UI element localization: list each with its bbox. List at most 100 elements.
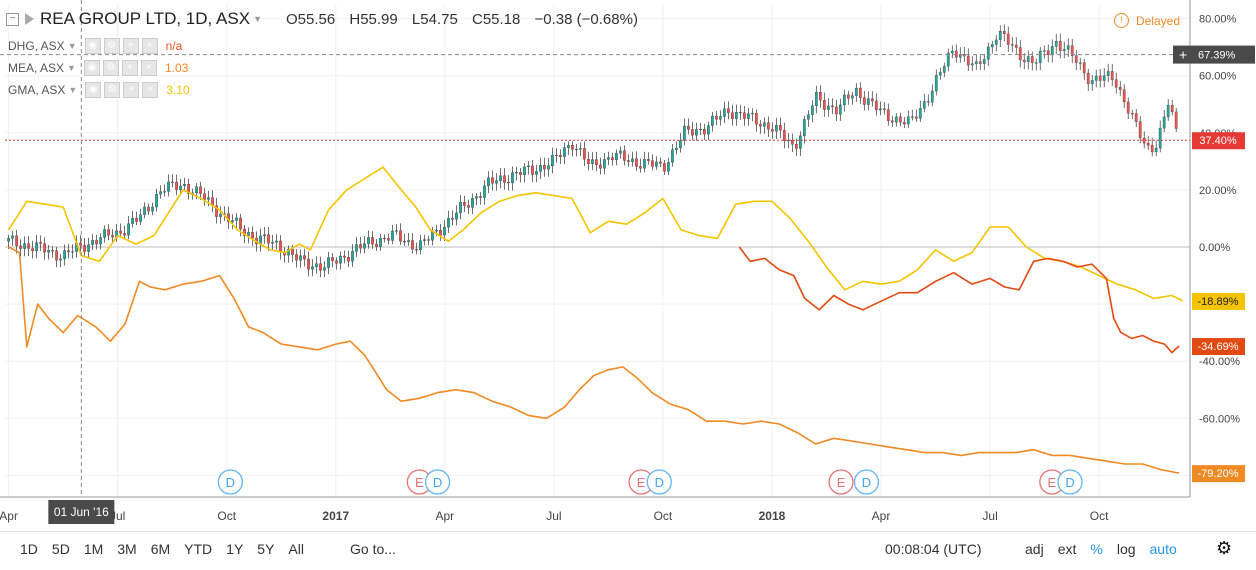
candle-body <box>922 101 926 109</box>
compare-symbol[interactable]: MEA, ASX <box>8 61 65 75</box>
candle-body <box>575 148 578 151</box>
candle-body <box>419 240 422 251</box>
candle-body <box>814 92 818 107</box>
ext-toggle[interactable]: ext <box>1057 541 1077 557</box>
low-value: L54.75 <box>411 10 458 28</box>
eye-icon[interactable]: ◉ <box>85 82 102 98</box>
plus-icon[interactable]: + <box>122 38 139 54</box>
candle-body <box>79 242 82 246</box>
settings-icon[interactable]: ⚙ <box>102 60 119 76</box>
high-value: H55.99 <box>349 10 398 28</box>
range-1d[interactable]: 1D <box>20 541 38 557</box>
percent-toggle[interactable]: % <box>1090 541 1103 557</box>
candle-body <box>323 267 326 271</box>
goto-button[interactable]: Go to... <box>350 541 396 557</box>
plus-icon[interactable]: + <box>123 82 140 98</box>
candle-body <box>866 98 870 105</box>
candle-body <box>647 159 650 161</box>
candle-body <box>599 164 602 169</box>
settings-icon[interactable]: ⚙ <box>103 38 120 54</box>
compare-legend-1[interactable]: MEA, ASX ▼ ◉ ⚙ + × 1.03 <box>8 60 188 76</box>
candle-body <box>758 124 762 127</box>
candle-body <box>699 128 702 131</box>
candle-body <box>687 125 690 130</box>
candle-body <box>1106 71 1110 76</box>
candle-body <box>894 116 898 123</box>
candle-body <box>491 177 494 184</box>
range-1y[interactable]: 1Y <box>226 541 244 557</box>
range-6m[interactable]: 6M <box>150 541 171 557</box>
range-all[interactable]: All <box>288 541 304 557</box>
symbol-title[interactable]: REA GROUP LTD, 1D, ASX <box>40 9 251 28</box>
candle-body <box>247 232 250 236</box>
candle-body <box>495 180 498 184</box>
series-line-dhg <box>738 246 1180 354</box>
close-icon[interactable]: × <box>141 38 158 54</box>
candle-body <box>974 61 978 64</box>
candle-body <box>215 205 218 217</box>
collapse-icon[interactable]: − <box>6 12 19 26</box>
compare-symbol[interactable]: GMA, ASX <box>8 83 66 97</box>
candle-body <box>754 112 758 125</box>
x-tick-label: Jul <box>982 509 997 523</box>
crosshair-price-label: 67.39% <box>1198 50 1236 62</box>
candle-body <box>551 154 554 167</box>
candle-body <box>83 245 86 252</box>
candle-body <box>1006 33 1010 45</box>
candle-body <box>994 39 998 45</box>
log-toggle[interactable]: log <box>1116 541 1136 557</box>
candle-body <box>627 160 630 162</box>
candle-body <box>319 263 322 271</box>
chevron-down-icon[interactable]: ▼ <box>253 14 262 24</box>
compare-symbol[interactable]: DHG, ASX <box>8 39 65 53</box>
compare-legend-2[interactable]: GMA, ASX ▼ ◉ ⚙ + × 3.10 <box>8 82 190 98</box>
candle-body <box>667 162 670 172</box>
candle-body <box>643 159 646 169</box>
candle-body <box>59 258 62 261</box>
range-5d[interactable]: 5D <box>51 541 70 557</box>
candle-body <box>942 66 946 73</box>
candle-body <box>399 230 402 242</box>
candle-body <box>179 185 182 190</box>
close-icon[interactable]: × <box>140 60 157 76</box>
range-1m[interactable]: 1M <box>83 541 104 557</box>
series-value-tag <box>1192 292 1245 310</box>
price-chart[interactable]: 80.00%60.00%40.00%20.00%0.00%-20.00%-40.… <box>0 0 1256 531</box>
range-ytd[interactable]: YTD <box>184 541 213 557</box>
candle-body <box>27 243 30 249</box>
eye-icon[interactable]: ◉ <box>83 60 100 76</box>
candle-body <box>818 92 822 101</box>
auto-toggle[interactable]: auto <box>1149 541 1177 557</box>
eye-icon[interactable]: ◉ <box>84 38 101 54</box>
earnings-marker <box>828 469 854 495</box>
candle-body <box>1098 75 1102 81</box>
close-icon[interactable]: × <box>142 82 159 98</box>
compare-value: 3.10 <box>166 83 190 97</box>
candle-body <box>251 232 254 239</box>
range-5y[interactable]: 5Y <box>257 541 275 557</box>
event-marker-label: E <box>637 475 646 490</box>
chevron-down-icon[interactable]: ▼ <box>67 41 77 51</box>
candle-body <box>1170 105 1174 113</box>
chevron-down-icon[interactable]: ▼ <box>68 85 78 95</box>
candle-body <box>1002 30 1006 35</box>
adj-toggle[interactable]: adj <box>1025 541 1044 557</box>
candle-body <box>355 244 358 252</box>
event-marker-label: D <box>226 475 235 490</box>
plus-icon[interactable]: + <box>121 60 138 76</box>
candle-body <box>487 177 490 187</box>
x-tick-label: Oct <box>217 509 236 523</box>
candle-body <box>1158 127 1162 149</box>
settings-icon[interactable]: ⚙ <box>104 82 121 98</box>
candle-body <box>167 181 170 192</box>
compare-legend-0[interactable]: DHG, ASX ▼ ◉ ⚙ + × n/a <box>8 38 182 54</box>
candle-body <box>455 212 458 220</box>
delayed-badge[interactable]: ! Delayed <box>1114 13 1180 28</box>
range-3m[interactable]: 3M <box>117 541 137 557</box>
candle-body <box>87 244 90 252</box>
series-value-label: -18.89% <box>1198 296 1239 308</box>
chevron-down-icon[interactable]: ▼ <box>67 63 76 73</box>
flag-icon[interactable] <box>25 13 34 25</box>
gear-icon[interactable]: ⚙ <box>1216 538 1233 558</box>
candle-body <box>447 217 450 228</box>
